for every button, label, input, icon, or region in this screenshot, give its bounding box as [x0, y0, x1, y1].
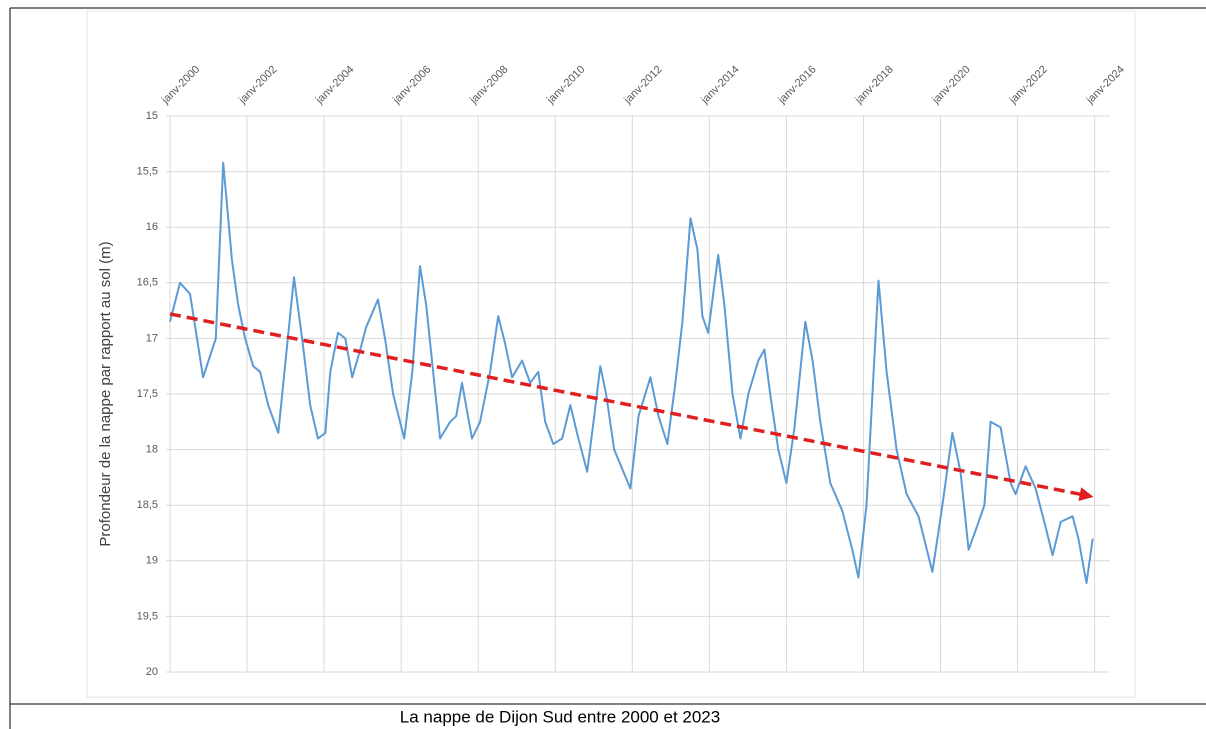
x-tick-label: janv-2024 [1084, 64, 1127, 107]
y-tick-label: 17,5 [137, 388, 158, 400]
y-tick-label: 17 [146, 332, 158, 344]
caption: La nappe de Dijon Sud entre 2000 et 2023 [400, 707, 720, 726]
y-tick-label: 20 [146, 666, 158, 678]
x-tick-label: janv-2012 [621, 64, 664, 107]
x-tick-label: janv-2008 [467, 64, 510, 107]
x-tick-label: janv-2014 [698, 64, 741, 107]
x-tick-label: janv-2016 [775, 64, 818, 107]
x-tick-label: janv-2022 [1007, 64, 1050, 107]
x-tick-label: janv-2002 [236, 64, 279, 107]
x-tick-label: janv-2018 [852, 64, 895, 107]
x-tick-label: janv-2020 [929, 64, 972, 107]
x-tick-label: janv-2000 [159, 64, 202, 107]
y-tick-label: 18,5 [137, 499, 158, 511]
y-tick-label: 16 [146, 221, 158, 233]
trend-line [169, 312, 1094, 501]
y-tick-label: 15,5 [137, 166, 158, 178]
chart-area [86, 10, 1136, 698]
y-tick-label: 16,5 [137, 277, 158, 289]
x-tick-label: janv-2010 [544, 64, 587, 107]
y-tick-label: 18 [146, 444, 158, 456]
y-tick-label: 15 [146, 110, 158, 122]
y-tick-label: 19 [146, 555, 158, 567]
y-axis-label: Profondeur de la nappe par rapport au so… [97, 241, 114, 546]
x-tick-label: janv-2004 [313, 64, 356, 107]
y-tick-label: 19,5 [137, 610, 158, 622]
x-tick-label: janv-2006 [390, 64, 433, 107]
data-line [169, 161, 1094, 584]
